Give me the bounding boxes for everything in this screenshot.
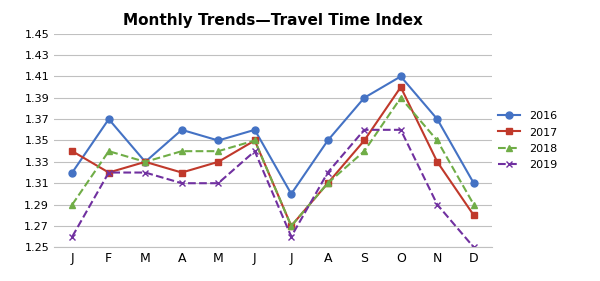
2017: [470, 214, 478, 217]
2018: [324, 182, 331, 185]
2019: [68, 235, 76, 238]
2017: [215, 160, 222, 164]
2019: [142, 171, 149, 174]
2017: [434, 160, 441, 164]
2017: [287, 224, 295, 228]
Title: Monthly Trends—Travel Time Index: Monthly Trends—Travel Time Index: [123, 13, 423, 28]
2019: [105, 171, 112, 174]
2017: [68, 149, 76, 153]
2017: [178, 171, 185, 174]
2019: [434, 203, 441, 206]
2018: [251, 139, 259, 142]
2019: [215, 182, 222, 185]
2016: [215, 139, 222, 142]
2018: [397, 96, 404, 99]
Line: 2018: 2018: [69, 94, 477, 229]
2018: [215, 149, 222, 153]
2019: [251, 149, 259, 153]
2019: [361, 128, 368, 132]
2017: [251, 139, 259, 142]
2018: [434, 139, 441, 142]
2016: [251, 128, 259, 132]
2016: [142, 160, 149, 164]
2018: [178, 149, 185, 153]
2016: [434, 117, 441, 121]
2018: [470, 203, 478, 206]
2019: [470, 246, 478, 249]
2019: [324, 171, 331, 174]
2016: [470, 182, 478, 185]
2019: [397, 128, 404, 132]
2019: [178, 182, 185, 185]
2018: [361, 149, 368, 153]
2018: [142, 160, 149, 164]
2017: [324, 182, 331, 185]
2016: [324, 139, 331, 142]
2016: [361, 96, 368, 99]
Line: 2016: 2016: [69, 73, 477, 197]
2016: [397, 75, 404, 78]
2016: [105, 117, 112, 121]
2017: [361, 139, 368, 142]
2019: [287, 235, 295, 238]
Legend: 2016, 2017, 2018, 2019: 2016, 2017, 2018, 2019: [497, 111, 557, 170]
Line: 2017: 2017: [69, 84, 477, 229]
2018: [68, 203, 76, 206]
2016: [178, 128, 185, 132]
2017: [142, 160, 149, 164]
2017: [397, 85, 404, 89]
2017: [105, 171, 112, 174]
2016: [287, 192, 295, 196]
2016: [68, 171, 76, 174]
2018: [105, 149, 112, 153]
Line: 2019: 2019: [69, 126, 477, 251]
2018: [287, 224, 295, 228]
